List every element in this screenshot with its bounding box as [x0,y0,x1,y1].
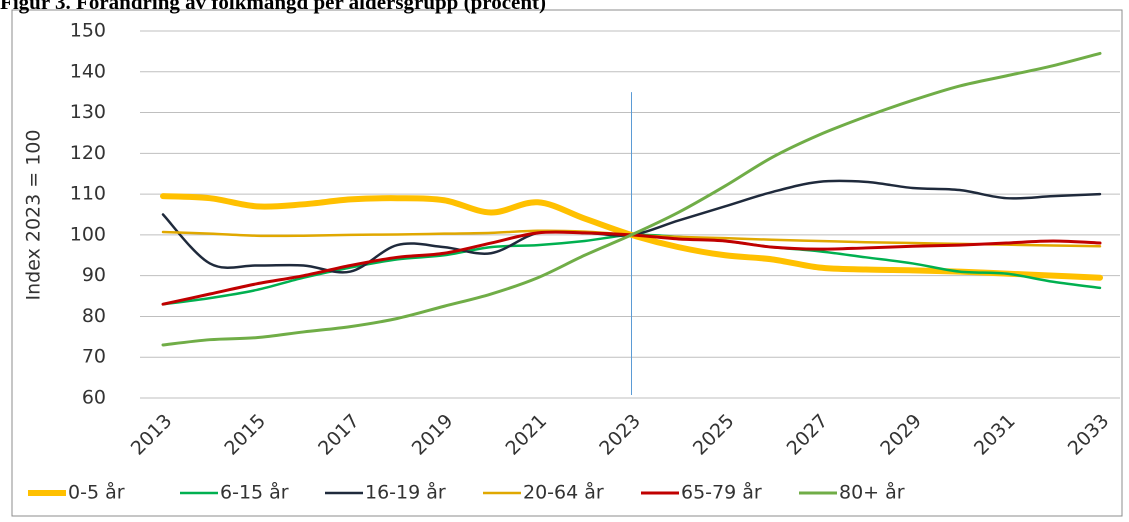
legend-item: 16-19 år [325,481,446,504]
legend-label: 80+ år [839,481,905,504]
legend-item: 0-5 år [28,481,125,504]
x-tick-label: 2027 [783,410,833,460]
y-tick-label: 140 [70,60,106,82]
legend-item: 65-79 år [641,481,762,504]
x-tick-label: 2031 [970,410,1020,460]
legend-label: 16-19 år [365,481,446,504]
legend-label: 20-64 år [523,481,604,504]
legend-label: 65-79 år [681,481,762,504]
x-tick-label: 2023 [595,410,645,460]
x-tick-label: 2015 [220,410,270,460]
y-tick-label: 110 [70,183,106,205]
legend-item: 6-15 år [180,481,289,504]
legend-item: 20-64 år [483,481,604,504]
chart-title: Figur 3. Förändring av folkmängd per åld… [0,0,546,14]
x-tick-label: 2013 [127,410,177,460]
x-tick-label: 2017 [314,410,364,460]
y-tick-label: 100 [70,223,106,245]
x-tick-label: 2033 [1064,410,1114,460]
y-tick-label: 150 [70,20,106,42]
legend-label: 0-5 år [68,481,125,504]
y-tick-label: 80 [82,305,106,327]
x-tick-label: 2019 [408,410,458,460]
y-tick-label: 60 [82,387,106,409]
x-tick-label: 2029 [876,410,926,460]
legend-item: 80+ år [799,481,905,504]
x-tick-label: 2021 [501,410,551,460]
y-tick-label: 70 [82,346,106,368]
series-line [161,51,1102,347]
y-tick-label: 130 [70,101,106,123]
legend-label: 6-15 år [220,481,289,504]
y-axis-label: Index 2023 = 100 [23,130,45,301]
x-tick-label: 2025 [689,410,739,460]
chart-border [11,9,1123,517]
y-tick-label: 120 [70,142,106,164]
y-tick-label: 90 [82,264,106,286]
